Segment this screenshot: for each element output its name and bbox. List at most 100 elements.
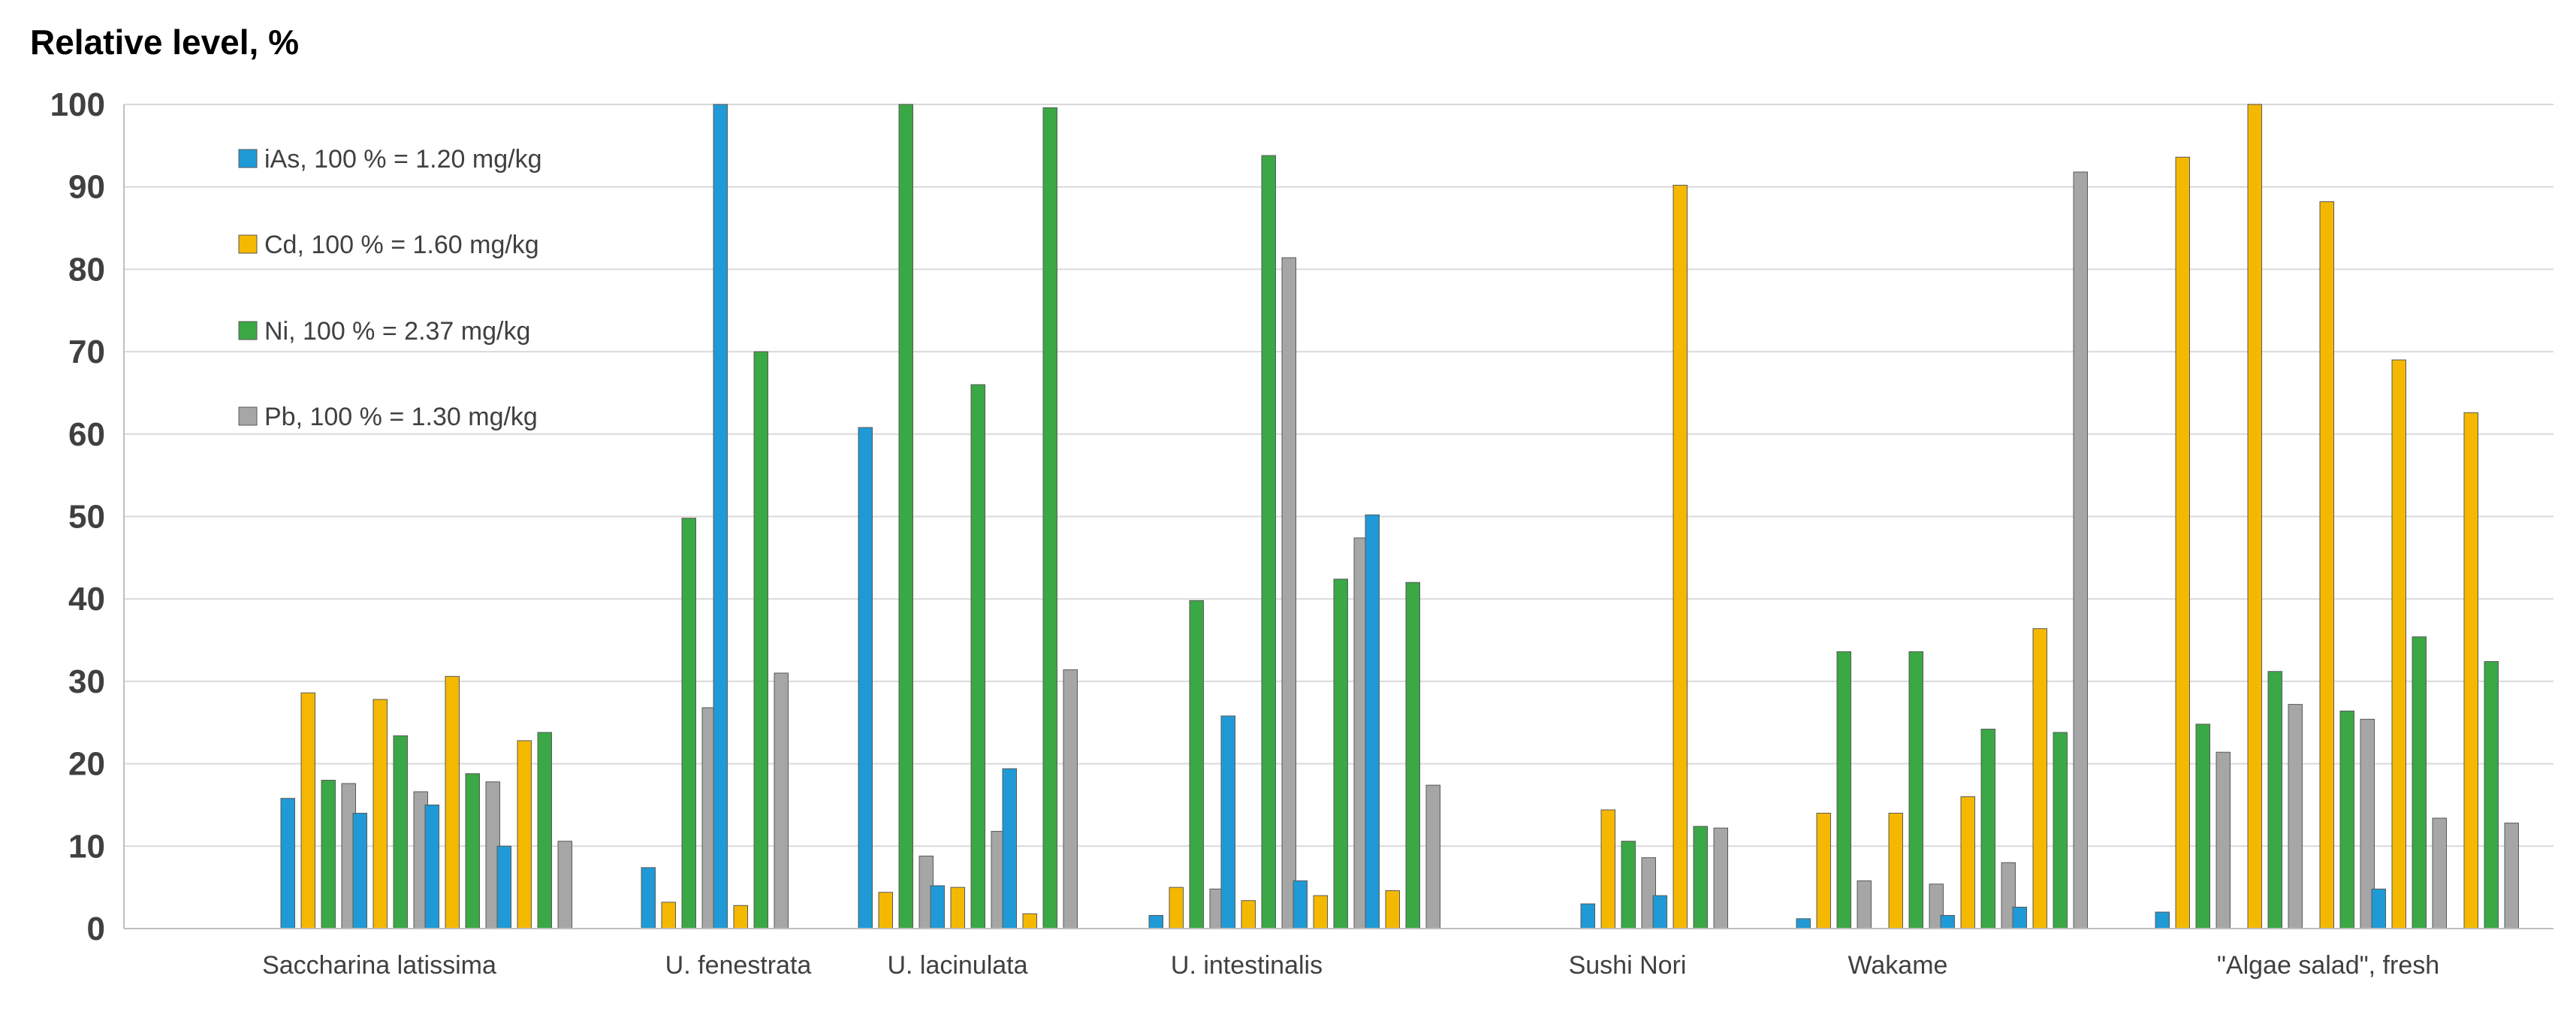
bar-cd [373, 699, 388, 929]
bar-ias [2371, 888, 2386, 929]
bar-pb [1281, 257, 1296, 929]
bar-ni [681, 518, 696, 929]
bar-ni [321, 780, 336, 929]
bar-cd [1888, 812, 1903, 929]
y-tick-label: 60 [68, 416, 105, 453]
bar-ias [1580, 903, 1595, 929]
x-category-label: "Algae salad", fresh [2217, 951, 2439, 980]
y-tick-label: 90 [68, 169, 105, 206]
bar-cd [661, 902, 676, 929]
bar-ni [1189, 600, 1204, 929]
bar-ni [1693, 826, 1708, 929]
bar-cd [2247, 104, 2262, 929]
bar-cd [1022, 913, 1037, 929]
bar-cd [2175, 156, 2190, 929]
x-category-label: Saccharina latissima [262, 951, 496, 980]
bar-ni [2339, 710, 2354, 929]
bar-pb [1713, 827, 1728, 929]
bar-pb [2504, 823, 2519, 929]
bar-ni [1836, 651, 1851, 929]
bar-cd [1241, 900, 1256, 929]
legend-label: Ni, 100 % = 2.37 mg/kg [264, 317, 530, 346]
bar-ias [1652, 895, 1667, 929]
bar-ias [280, 798, 295, 929]
bar-pb [2288, 704, 2303, 929]
bar-ni [1621, 841, 1636, 929]
bar-ni [2267, 671, 2282, 929]
legend-label: Cd, 100 % = 1.60 mg/kg [264, 231, 539, 259]
bar-cd [1960, 796, 1975, 929]
bar-ias [1365, 514, 1380, 929]
axes [123, 104, 2553, 929]
x-category-label: Sushi Nori [1569, 951, 1687, 980]
legend-label: iAs, 100 % = 1.20 mg/kg [264, 145, 541, 174]
legend-item: Pb, 100 % = 1.30 mg/kg [238, 403, 538, 431]
bar-cd [1600, 809, 1615, 929]
legend-swatch [238, 149, 258, 168]
x-category-label: U. lacinulata [887, 951, 1027, 980]
bar-cd [733, 905, 748, 929]
bar-cd [517, 740, 532, 929]
legend-swatch [238, 406, 258, 426]
bar-ni [2195, 723, 2210, 929]
bar-ni [1333, 578, 1348, 929]
bar-pb [774, 672, 789, 929]
bar-cd [1816, 812, 1831, 929]
y-tick-label: 30 [68, 663, 105, 700]
bar-ni [1042, 107, 1057, 929]
bar-ias [2155, 911, 2170, 929]
bar-cd [1673, 185, 1688, 929]
bar-cd [1313, 895, 1328, 929]
bar-pb [2073, 171, 2088, 929]
y-tick-label: 20 [68, 746, 105, 783]
legend-swatch [238, 234, 258, 254]
bar-ias [424, 804, 439, 929]
bar-pb [1857, 880, 1872, 929]
bar-pb [2432, 817, 2447, 929]
bar-ias [1220, 715, 1235, 929]
bar-ias [641, 867, 656, 929]
bar-ni [537, 732, 552, 929]
bar-ni [1908, 651, 1923, 929]
bar-cd [300, 692, 315, 929]
bar-ias [1940, 914, 1955, 929]
bar-ias [858, 427, 873, 929]
bar-ias [930, 885, 945, 929]
bar-ni [1405, 581, 1420, 929]
x-category-labels: Saccharina latissima U. fenestrata U. laci… [262, 951, 2439, 980]
bar-cd [2391, 359, 2406, 929]
bar-cd [2319, 201, 2334, 929]
bar-pb [2216, 751, 2231, 929]
y-tick-label: 70 [68, 334, 105, 370]
bar-ni [2484, 661, 2499, 929]
bar-ni [1980, 729, 1995, 929]
bar-ias [2012, 906, 2027, 929]
bar-ni [898, 104, 913, 929]
bar-cd [445, 675, 460, 929]
y-tick-label: 100 [50, 86, 105, 123]
bar-ias [1148, 914, 1163, 929]
bar-cd [878, 892, 893, 929]
bar-cd [2032, 628, 2047, 929]
bar-cd [2463, 412, 2478, 929]
bar-cd [950, 887, 965, 929]
bar-ni [753, 351, 768, 929]
y-tick-labels: 0 10 20 30 40 50 60 70 80 90 100 [50, 86, 105, 947]
bar-cd [1385, 890, 1400, 929]
bar-ias [1796, 918, 1811, 929]
x-category-label: U. fenestrata [665, 951, 812, 980]
bar-ni [1261, 155, 1276, 929]
y-tick-label: 80 [68, 251, 105, 288]
y-tick-label: 40 [68, 581, 105, 618]
legend-item: Cd, 100 % = 1.60 mg/kg [238, 231, 539, 259]
legend-item: iAs, 100 % = 1.20 mg/kg [238, 145, 541, 174]
bar-pb [1425, 784, 1440, 929]
bar-ias [1002, 768, 1017, 929]
bar-ias [352, 812, 367, 929]
bar-pb [557, 841, 572, 929]
x-category-label: Wakame [1848, 951, 1948, 980]
legend-swatch [238, 321, 258, 340]
bar-cd [1169, 887, 1184, 929]
bar-ni [465, 773, 480, 929]
